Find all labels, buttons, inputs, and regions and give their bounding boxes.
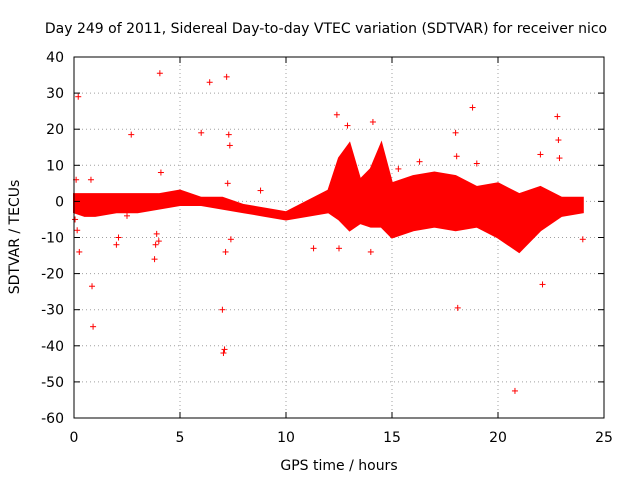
data-point — [554, 113, 561, 120]
data-point — [556, 155, 563, 162]
data-point — [226, 142, 233, 149]
x-tick-labels: 0 5 10 15 20 25 — [70, 430, 613, 446]
data-point — [452, 129, 459, 136]
data-point — [113, 241, 120, 248]
data-point — [75, 93, 82, 100]
y-tick-label: 30 — [46, 86, 64, 102]
x-tick-label: 10 — [277, 430, 295, 446]
data-point — [198, 129, 205, 136]
data-point — [224, 180, 231, 187]
data-point — [539, 281, 546, 288]
data-point — [537, 151, 544, 158]
data-point — [90, 323, 97, 330]
data-point — [473, 160, 480, 167]
y-tick-label: -50 — [41, 375, 64, 391]
data-point — [156, 70, 163, 77]
data-point — [155, 238, 162, 245]
data-point — [310, 245, 317, 252]
data-point — [115, 234, 122, 241]
data-point — [92, 194, 99, 201]
data-point — [338, 216, 345, 223]
x-axis-title: GPS time / hours — [280, 458, 397, 474]
data-point — [511, 387, 518, 394]
data-point — [344, 122, 351, 129]
y-tick-label: -40 — [41, 339, 64, 355]
y-tick-label: -60 — [41, 411, 64, 427]
data-point — [367, 248, 374, 255]
x-tick-label: 25 — [595, 430, 613, 446]
y-tick-labels: -60 -50 -40 -30 -20 -10 0 10 20 30 40 — [41, 50, 64, 427]
data-point — [74, 227, 81, 234]
chart-title: Day 249 of 2011, Sidereal Day-to-day VTE… — [45, 21, 607, 37]
y-tick-label: -30 — [41, 303, 64, 319]
data-point — [495, 183, 501, 190]
data-point — [220, 350, 227, 357]
data-point — [395, 165, 402, 172]
data-point — [128, 131, 135, 138]
data-point — [219, 306, 226, 313]
data-band — [73, 140, 584, 254]
y-tick-label: -20 — [41, 267, 64, 283]
data-point — [369, 118, 376, 125]
x-tick-label: 0 — [70, 430, 79, 446]
data-point — [76, 248, 83, 255]
data-point — [346, 212, 353, 219]
data-point — [579, 236, 586, 243]
data-point — [153, 230, 160, 237]
y-axis-title: SDTVAR / TECUs — [7, 180, 23, 295]
data-point — [454, 304, 461, 311]
data-point — [336, 245, 342, 252]
data-point — [453, 153, 460, 160]
y-tick-label: 20 — [46, 122, 64, 138]
data-point — [333, 111, 340, 118]
data-point — [124, 212, 130, 219]
y-tick-label: 0 — [55, 194, 64, 210]
data-point — [469, 104, 476, 111]
data-point — [225, 131, 232, 138]
data-point — [77, 194, 84, 201]
data-point — [87, 176, 94, 183]
data-point — [221, 346, 228, 353]
x-tick-label: 20 — [489, 430, 507, 446]
y-tick-label: 10 — [46, 158, 64, 174]
data-point — [416, 158, 423, 165]
data-points — [72, 70, 586, 394]
x-tick-label: 15 — [383, 430, 401, 446]
data-point — [227, 236, 234, 243]
data-point — [206, 79, 213, 86]
y-tick-label: -10 — [41, 231, 64, 247]
y-tick-label: 40 — [46, 50, 64, 66]
dense-data-band — [73, 140, 584, 254]
data-point — [72, 216, 79, 223]
data-point — [89, 283, 96, 290]
x-tick-label: 5 — [176, 430, 185, 446]
data-point — [151, 256, 158, 263]
data-point — [555, 137, 562, 144]
data-point — [257, 187, 264, 194]
data-point — [222, 248, 229, 255]
data-point — [223, 73, 230, 80]
data-point — [130, 194, 137, 201]
axis-ticks — [73, 56, 605, 419]
data-point — [157, 169, 164, 176]
data-point — [152, 241, 159, 248]
